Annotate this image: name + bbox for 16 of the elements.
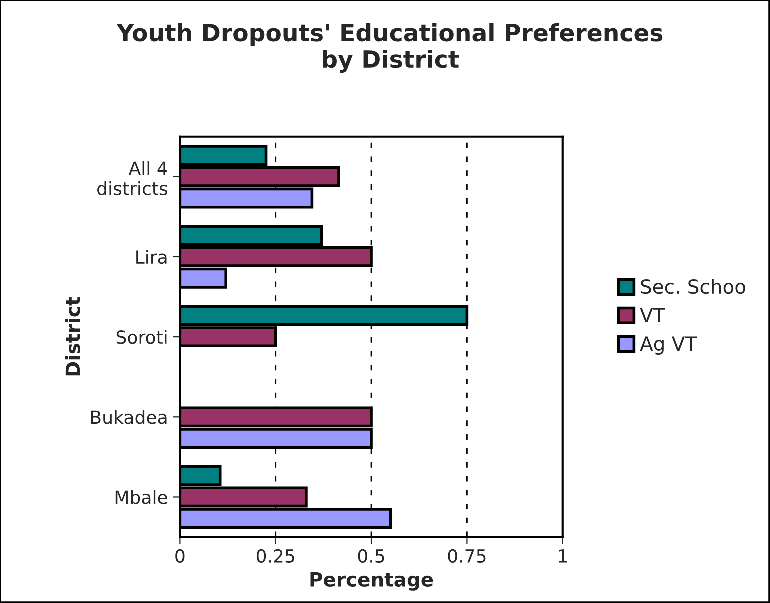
y-tick-label: Bukadea — [91, 410, 167, 424]
y-axis-title: District — [65, 297, 80, 376]
legend-label: Ag VT — [640, 336, 698, 356]
x-tick-label: 1 — [559, 550, 567, 563]
legend-label: Sec. Schoo — [641, 279, 746, 294]
x-tick-label: 0.5 — [358, 549, 384, 564]
y-tick-label: Mbale — [116, 490, 168, 504]
y-tick-label: Soroti — [116, 330, 167, 344]
legend-label: VT — [640, 308, 666, 322]
chart-title: Youth Dropouts' Educational Preferences by District — [116, 24, 663, 73]
x-tick-label: 0.75 — [448, 549, 486, 564]
y-tick-label: All 4 districts — [98, 161, 168, 196]
x-tick-label: 0 — [176, 549, 185, 564]
x-axis-title: Percentage — [310, 572, 434, 591]
y-tick-label: Lira — [136, 250, 167, 264]
x-tick-label: 0.25 — [256, 549, 294, 564]
